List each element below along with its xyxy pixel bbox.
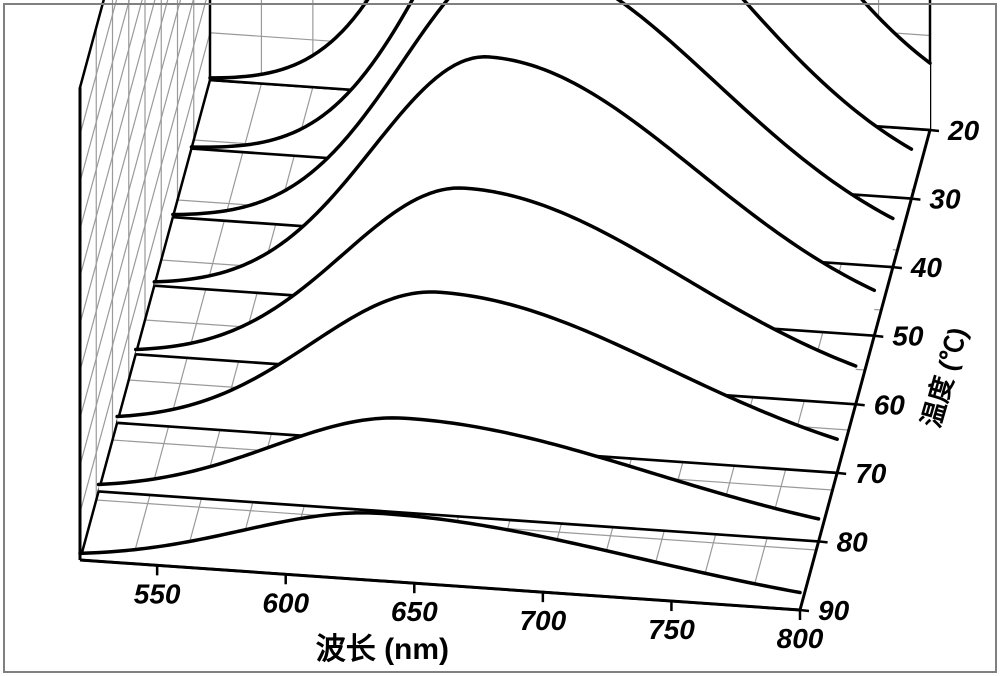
- x-tick-label: 600: [262, 587, 309, 618]
- y-tick-label: 90: [818, 595, 850, 626]
- y-tick-label: 20: [947, 115, 980, 146]
- y-tick-label: 80: [837, 526, 869, 557]
- y-tick-label: 40: [910, 252, 943, 283]
- x-tick-label: 750: [648, 614, 695, 645]
- x-tick-label: 550: [134, 578, 181, 609]
- x-tick-label: 650: [391, 596, 438, 627]
- y-tick-label: 30: [929, 184, 961, 215]
- y-tick-label: 50: [892, 321, 924, 352]
- x-axis-label: 波长 (nm): [316, 633, 449, 666]
- chart-container: 550 600 650 700 750 800 波长 (nm) 20 30 40 50 60 70 80 9…: [0, 0, 1000, 676]
- y-tick-label: 70: [855, 458, 887, 489]
- y-axis-label: 温度 (℃): [916, 324, 973, 431]
- x-tick-label: 800: [777, 623, 824, 654]
- y-tick-label: 60: [874, 389, 906, 420]
- x-tick-label: 700: [519, 605, 566, 636]
- waterfall-3d-chart: 550 600 650 700 750 800 波长 (nm) 20 30 40 50 60 70 80 9…: [0, 0, 1000, 676]
